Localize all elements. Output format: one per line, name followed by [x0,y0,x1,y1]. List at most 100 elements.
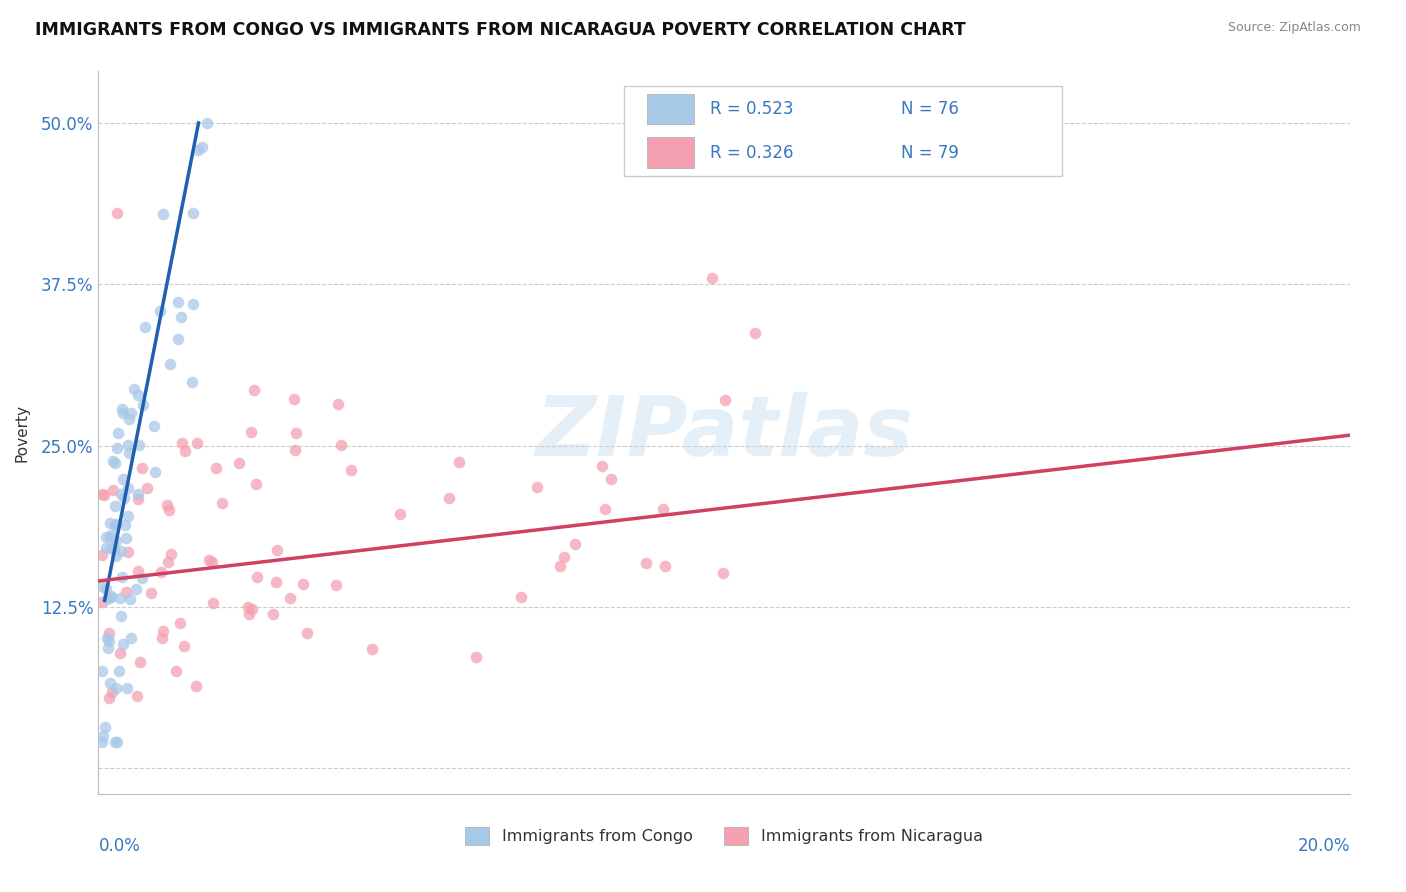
Point [115,681,138,696]
Point [117,509,139,524]
Point [90,664,112,678]
Point [98,633,121,648]
Point [100,541,122,555]
Text: IMMIGRANTS FROM CONGO VS IMMIGRANTS FROM NICARAGUA POVERTY CORRELATION CHART: IMMIGRANTS FROM CONGO VS IMMIGRANTS FROM… [35,21,966,38]
Point [181,297,204,311]
Point [97,625,120,640]
Point [91,729,114,743]
Point [118,412,141,426]
Point [292,577,315,591]
FancyBboxPatch shape [624,86,1062,176]
Point [127,388,149,402]
Point [152,631,174,645]
Point [170,435,193,450]
Text: Source: ZipAtlas.com: Source: ZipAtlas.com [1227,21,1361,34]
Point [239,425,262,439]
Bar [647,95,695,125]
Point [100,589,122,603]
Point [104,681,127,696]
Point [389,507,412,521]
Point [201,596,224,610]
Point [654,559,676,574]
Point [120,406,142,420]
Point [700,270,723,285]
Point [564,537,586,551]
Text: 0.0%: 0.0% [98,838,141,855]
Point [711,566,734,581]
Point [325,578,347,592]
Point [169,615,191,630]
Point [283,392,305,407]
Point [714,393,737,408]
Point [105,517,128,532]
Point [284,442,307,457]
Point [107,664,129,678]
Point [114,518,136,533]
Point [200,556,222,570]
Point [127,564,149,578]
Point [96,592,118,607]
Point [117,438,139,452]
Point [104,534,127,549]
Point [181,206,204,220]
Point [111,637,134,651]
Point [238,607,260,621]
Point [96,631,118,645]
Point [120,631,142,645]
Point [90,549,112,563]
Point [91,594,114,608]
Point [591,458,613,473]
Point [112,406,135,420]
Point [136,481,159,495]
Point [361,641,384,656]
Point [264,575,287,590]
Text: N = 79: N = 79 [900,144,959,161]
Point [195,116,218,130]
Point [112,491,135,506]
Point [744,326,766,340]
Point [266,542,288,557]
Point [111,472,134,486]
Text: ZIPatlas: ZIPatlas [536,392,912,473]
Point [131,461,153,475]
Point [173,639,195,653]
Point [550,559,572,574]
Point [100,684,122,698]
Point [198,552,221,566]
Point [90,735,112,749]
Point [150,565,173,579]
Point [634,556,657,570]
Point [160,548,183,562]
Point [114,531,136,545]
Point [127,690,149,704]
Point [187,143,209,157]
Point [228,456,250,470]
Point [651,501,673,516]
Point [101,483,124,497]
Point [139,586,162,600]
Legend: Immigrants from Congo, Immigrants from Nicaragua: Immigrants from Congo, Immigrants from N… [458,821,990,851]
Point [191,140,214,154]
Point [104,517,127,532]
Point [297,625,319,640]
Point [93,488,115,502]
Point [110,486,132,500]
Point [330,438,353,452]
Point [110,591,132,605]
Point [143,465,166,479]
Point [127,486,149,500]
Point [156,555,179,569]
Point [174,443,197,458]
Point [101,453,124,467]
Point [152,624,174,638]
Point [118,446,141,460]
Point [593,501,616,516]
Text: N = 76: N = 76 [900,100,959,119]
Point [134,320,156,334]
Point [94,720,117,734]
Point [128,437,150,451]
Point [91,487,114,501]
Point [117,481,139,495]
Point [284,425,307,440]
Point [159,357,181,371]
